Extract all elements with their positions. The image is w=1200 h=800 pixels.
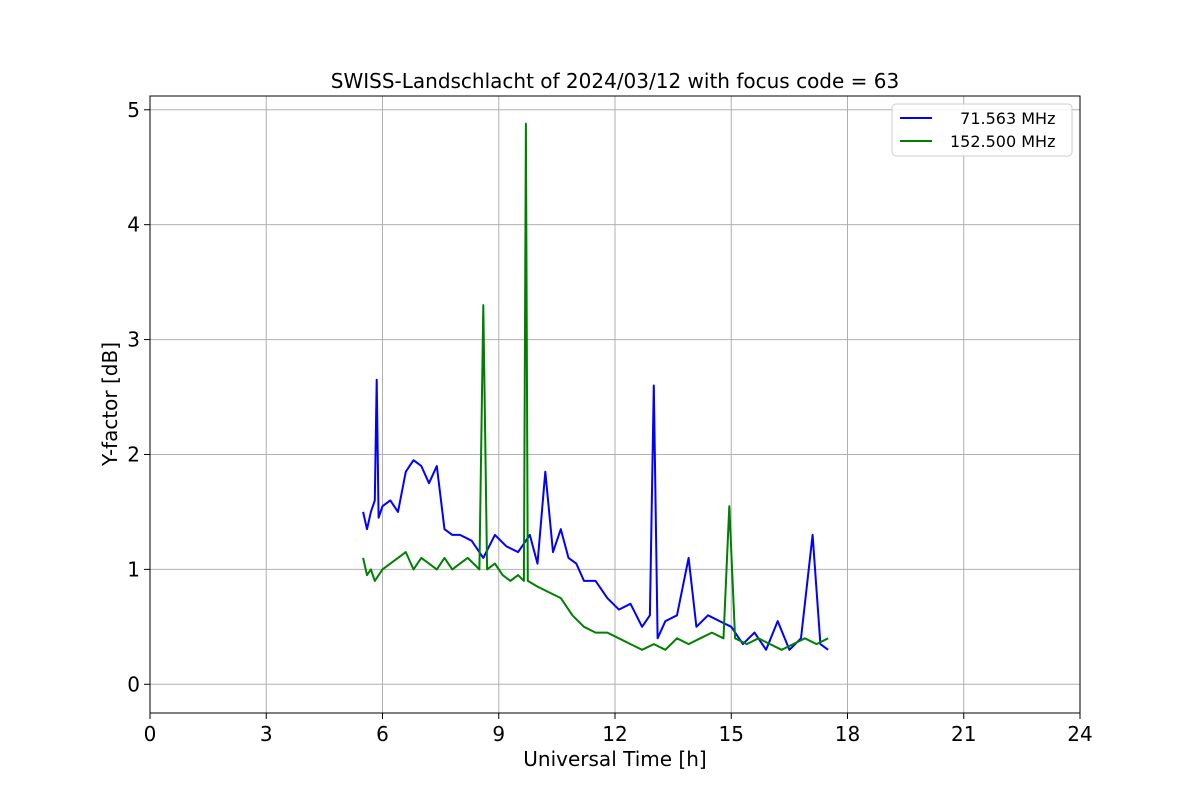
y-tick-label: 2	[127, 442, 140, 466]
legend-label-1: 152.500 MHz	[950, 132, 1055, 151]
legend-box	[891, 103, 1073, 157]
x-tick-label: 9	[492, 722, 505, 746]
x-tick-label: 6	[376, 722, 389, 746]
x-tick-label: 15	[719, 722, 744, 746]
series-line-0	[362, 378, 829, 651]
legend: 71.563 MHz 152.500 MHz	[891, 103, 1073, 157]
y-tick-label: 5	[127, 98, 140, 122]
x-axis-label: Universal Time [h]	[523, 747, 706, 771]
y-tick-label: 3	[127, 328, 140, 352]
x-tick-label: 3	[260, 722, 273, 746]
x-tick-label: 18	[835, 722, 860, 746]
x-tick-label: 21	[951, 722, 976, 746]
y-tick-label: 0	[127, 672, 140, 696]
plot-area	[362, 122, 829, 651]
y-axis: 0 1 2 3 4 5	[127, 98, 150, 696]
y-tick-label: 1	[127, 557, 140, 581]
series-line-1	[362, 122, 829, 651]
x-tick-label: 12	[602, 722, 627, 746]
x-tick-label: 24	[1067, 722, 1092, 746]
legend-label-0: 71.563 MHz	[950, 109, 1055, 128]
chart-title: SWISS-Landschlacht of 2024/03/12 with fo…	[331, 69, 899, 93]
y-axis-label: Y-factor [dB]	[98, 342, 122, 467]
x-tick-label: 0	[144, 722, 157, 746]
x-axis: 0 3 6 9 12 15 18 21 24	[144, 713, 1093, 746]
y-tick-label: 4	[127, 213, 140, 237]
